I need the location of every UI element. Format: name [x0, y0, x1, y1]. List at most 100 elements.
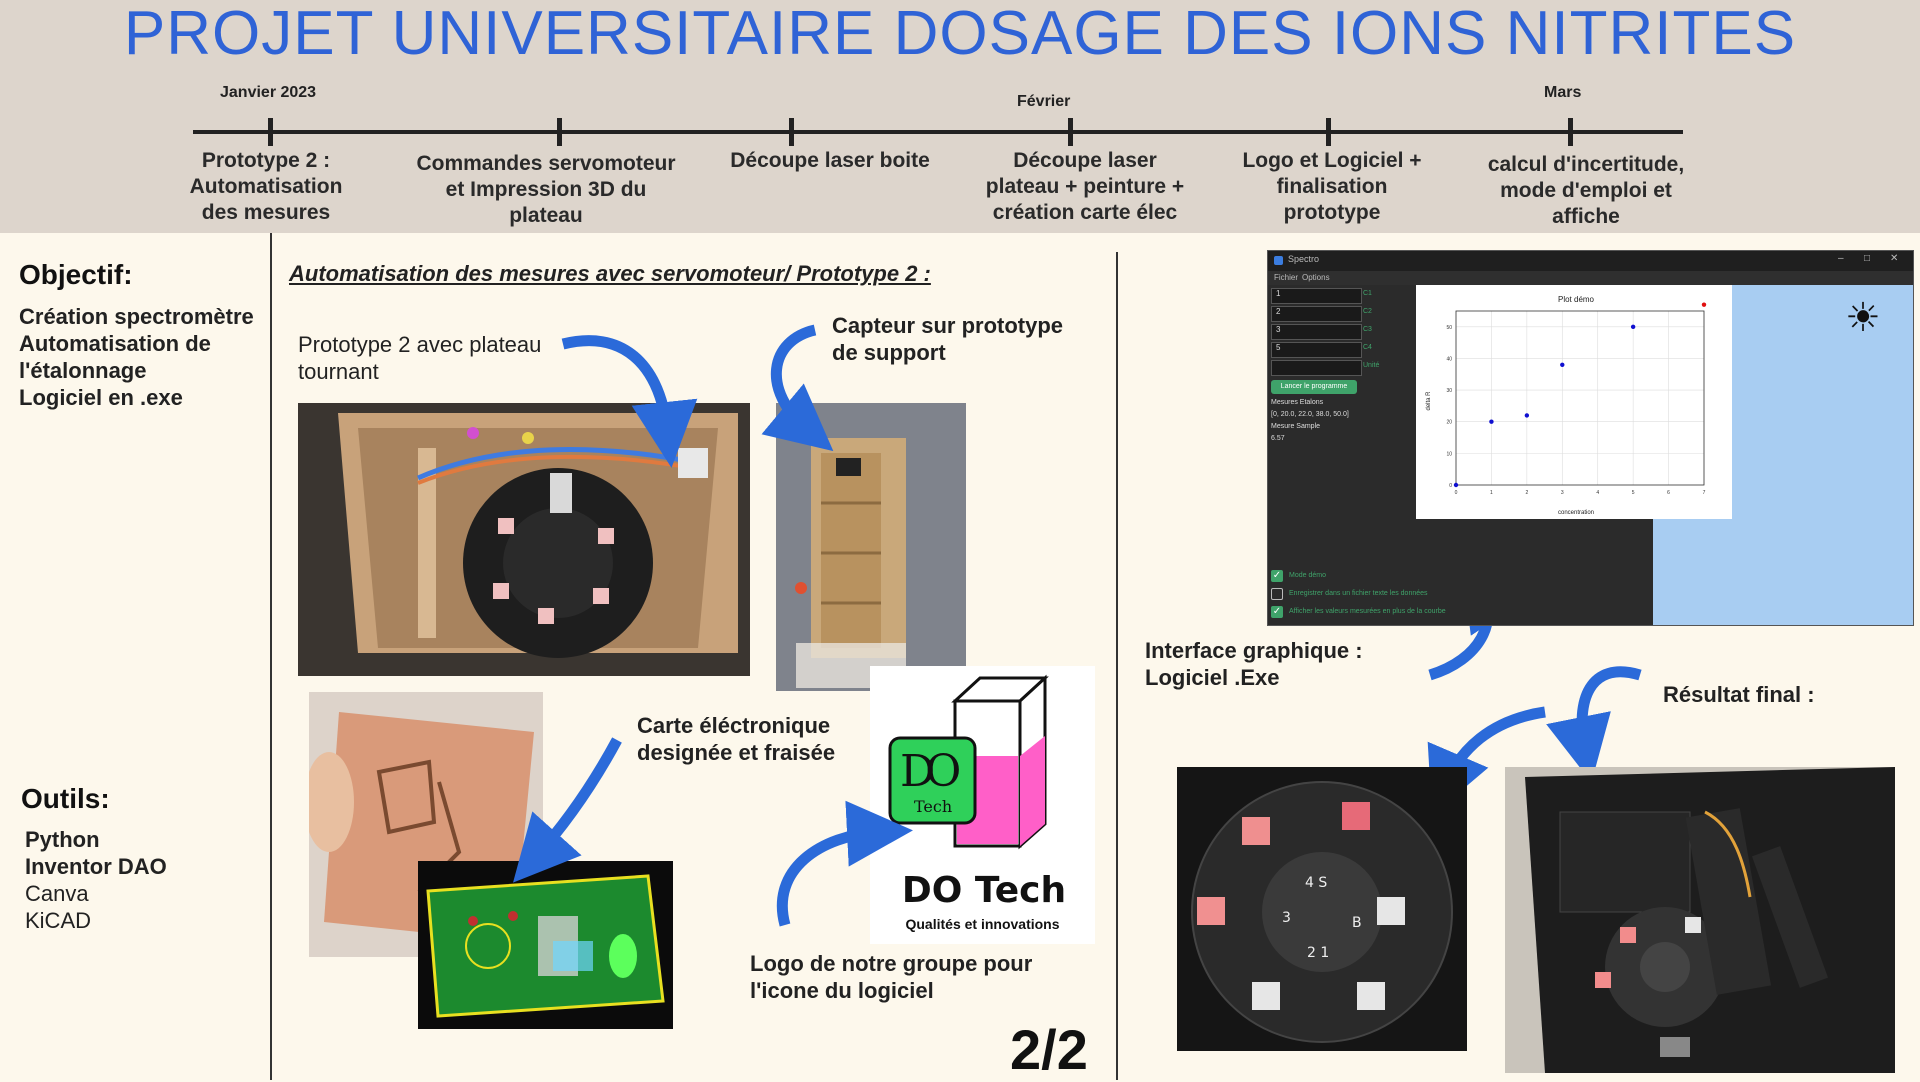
menu-fichier[interactable]: Fichier — [1274, 273, 1299, 282]
arrow-icon — [761, 324, 834, 452]
objectif-item: Logiciel en .exe — [19, 385, 183, 410]
y-tick-label: 50 — [1446, 325, 1452, 331]
timeline-tick — [1568, 118, 1573, 146]
outils-list: Python Inventor DAO Canva KiCAD — [25, 826, 167, 934]
outils-item: KiCAD — [25, 908, 92, 933]
final-photo-top-drawing: 4 S 3 B 2 1 — [1177, 767, 1467, 1051]
plot-frame — [1455, 310, 1705, 486]
input-label: Unité — [1363, 362, 1380, 369]
y-tick-label: 20 — [1446, 420, 1452, 426]
caption-carte: Carte éléctronique designée et fraisée — [637, 713, 836, 765]
divider-right — [1116, 252, 1118, 1080]
plot-panel: Plot démo concentration delta R 0 1 2 3 4 5 6 7… — [1416, 285, 1732, 519]
data-point — [1524, 413, 1530, 418]
input-label: C2 — [1363, 308, 1372, 315]
timeline-tick — [789, 118, 794, 146]
x-tick-label: 0 — [1455, 490, 1458, 496]
outils-item: Python — [25, 827, 100, 852]
timeline-step: Prototype 2 : Automatisation des mesures — [189, 149, 343, 224]
objectif-list: Création spectromètre Automatisation de … — [19, 303, 254, 411]
caption-final: Résultat final : — [1663, 682, 1815, 707]
page-title: PROJET UNIVERSITAIRE DOSAGE DES IONS NIT… — [123, 0, 1797, 68]
info-line: 6.57 — [1271, 435, 1285, 442]
logo-initials: DO — [900, 746, 961, 797]
month-label: Février — [1017, 93, 1071, 110]
header-band — [0, 0, 1920, 233]
timeline-tick — [1068, 118, 1073, 146]
svg-text:B: B — [1352, 915, 1362, 931]
checkbox-save[interactable] — [1271, 588, 1283, 600]
x-tick-label: 7 — [1703, 490, 1706, 496]
scatter-chart: Plot démo concentration delta R 0 1 2 3 4 5 6 7… — [1426, 295, 1707, 516]
input-label: C1 — [1363, 290, 1372, 297]
launch-button[interactable]: Lancer le programme — [1271, 380, 1357, 394]
sun-icon[interactable]: ☀ — [1845, 296, 1881, 340]
arrow-icon — [1546, 666, 1642, 783]
app-titlebar: Spectro – □ ✕ — [1268, 251, 1913, 271]
concentration-input[interactable]: 5 — [1271, 342, 1362, 358]
concentration-input[interactable]: 3 — [1271, 324, 1362, 340]
chart-title: Plot démo — [1558, 295, 1595, 304]
svg-text:2 1: 2 1 — [1307, 945, 1329, 961]
timeline-step: Commandes servomoteur et Impression 3D d… — [416, 152, 676, 227]
y-tick-label: 30 — [1446, 388, 1452, 394]
close-icon[interactable]: ✕ — [1890, 253, 1899, 264]
x-tick-label: 3 — [1561, 490, 1564, 496]
app-menubar: Fichier Options — [1268, 271, 1913, 285]
outils-title: Outils: — [21, 783, 110, 814]
timeline-step: Logo et Logiciel + finalisation prototyp… — [1242, 149, 1422, 224]
x-tick-label: 6 — [1667, 490, 1670, 496]
unit-input[interactable] — [1271, 360, 1362, 376]
logo-tech-small: Tech — [914, 797, 953, 816]
pcb-render — [418, 861, 673, 1029]
arrow-icon — [776, 800, 913, 927]
objectif-item: l'étalonnage — [19, 358, 147, 383]
input-label: C4 — [1363, 344, 1372, 351]
info-line: Mesures Etalons — [1271, 399, 1324, 406]
caption-interface: Interface graphique : Logiciel .Exe — [1145, 638, 1363, 690]
data-point — [1453, 482, 1459, 488]
minimize-icon[interactable]: – — [1838, 253, 1844, 264]
outils-item: Canva — [25, 881, 89, 906]
dotech-logo-drawing — [888, 674, 1049, 850]
checkbox-values[interactable]: ✓ — [1271, 606, 1283, 618]
objectif-title: Objectif: — [19, 259, 133, 290]
input-label: C3 — [1363, 326, 1372, 333]
info-line: Mesure Sample — [1271, 423, 1321, 430]
measures-info: Mesures Etalons [0, 20.0, 22.0, 38.0, 50… — [1271, 397, 1349, 445]
timeline-tick — [1326, 118, 1331, 146]
chart-xlabel: concentration — [1558, 510, 1594, 516]
timeline-tick — [557, 118, 562, 146]
svg-text:3: 3 — [1282, 910, 1291, 926]
x-tick-label: 1 — [1490, 490, 1493, 496]
app-icon — [1274, 256, 1283, 265]
month-label: Janvier 2023 — [220, 84, 317, 101]
arrow-icon — [561, 335, 698, 468]
y-tick-label: 40 — [1446, 356, 1452, 362]
data-point — [1489, 419, 1494, 424]
final-photo-top: 4 S 3 B 2 1 — [1177, 767, 1467, 1051]
app-window-title: Spectro — [1288, 254, 1320, 264]
timeline-step: Découpe laser plateau + peinture + créat… — [985, 149, 1185, 224]
page-number: 2/2 — [1010, 1018, 1088, 1081]
timeline-step: Découpe laser boite — [730, 149, 930, 172]
prototype-photo — [298, 403, 750, 676]
section-subtitle: Automatisation des mesures avec servomot… — [289, 261, 931, 286]
timeline-step: calcul d'incertitude, mode d'emploi et a… — [1487, 153, 1685, 228]
data-point — [1701, 302, 1707, 307]
final-photo-box-drawing — [1505, 767, 1895, 1073]
checkbox-label: Mode démo — [1289, 572, 1326, 579]
concentration-input[interactable]: 2 — [1271, 306, 1362, 322]
divider-left — [270, 233, 272, 1080]
menu-options[interactable]: Options — [1302, 273, 1330, 282]
y-tick-label: 0 — [1449, 483, 1452, 489]
caption-logo: Logo de notre groupe pour l'icone du log… — [750, 951, 1033, 1003]
concentration-input[interactable]: 1 — [1271, 288, 1362, 304]
y-tick-label: 10 — [1446, 451, 1452, 457]
x-tick-label: 4 — [1596, 490, 1599, 496]
checkbox-demo[interactable]: ✓ — [1271, 570, 1283, 582]
caption-prototype: Prototype 2 avec plateau tournant — [298, 332, 542, 384]
maximize-icon[interactable]: □ — [1864, 253, 1871, 264]
prototype-photo-drawing — [338, 413, 738, 658]
outils-item: Inventor DAO — [25, 854, 167, 879]
